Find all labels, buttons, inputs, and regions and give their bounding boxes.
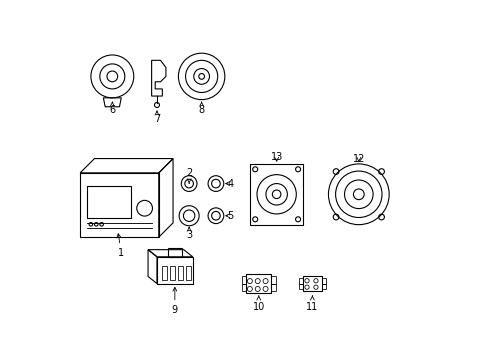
Text: 1: 1 — [117, 234, 124, 258]
Text: 2: 2 — [185, 168, 192, 184]
Text: 4: 4 — [225, 179, 233, 189]
Text: 5: 5 — [225, 211, 233, 221]
Text: 8: 8 — [198, 102, 204, 115]
Text: 9: 9 — [171, 287, 178, 315]
Text: 3: 3 — [186, 227, 192, 240]
Text: 11: 11 — [305, 296, 318, 312]
Text: 13: 13 — [270, 152, 282, 162]
Text: 7: 7 — [154, 111, 160, 124]
Text: 12: 12 — [352, 154, 364, 163]
Text: 10: 10 — [252, 296, 264, 312]
Text: 6: 6 — [109, 102, 115, 115]
